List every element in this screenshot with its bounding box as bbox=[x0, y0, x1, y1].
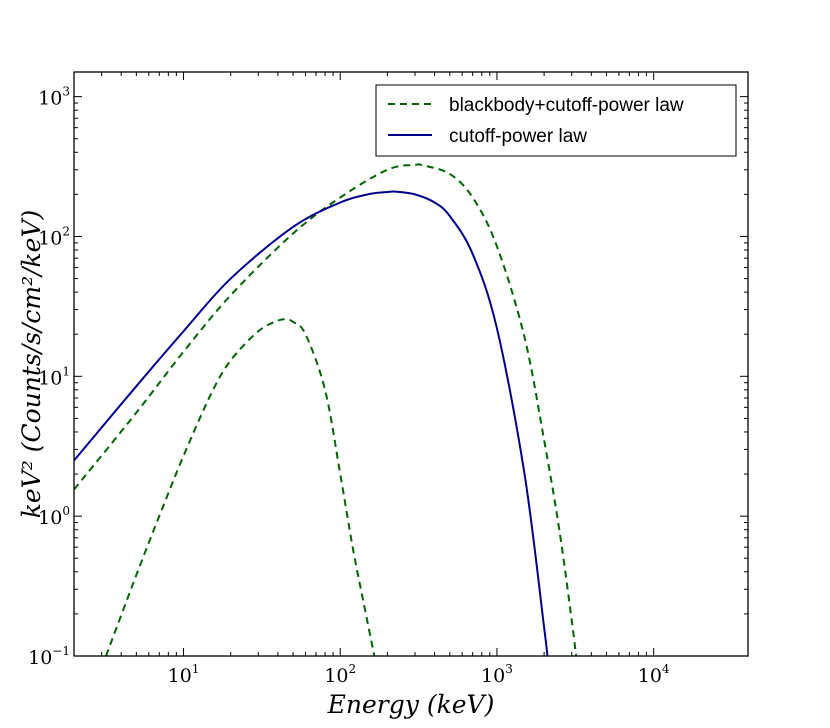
y-tick-label: 100 bbox=[38, 504, 70, 529]
x-tick-label: 104 bbox=[638, 662, 670, 687]
legend-label-1: cutoff-power law bbox=[449, 126, 587, 147]
x-tick-label: 103 bbox=[481, 662, 513, 687]
series-layer bbox=[74, 163, 578, 656]
x-tick-label: 101 bbox=[168, 662, 200, 687]
series-line-0 bbox=[74, 163, 578, 656]
legend: blackbody+cutoff-power law cutoff-power l… bbox=[375, 84, 737, 157]
x-tick-label: 102 bbox=[324, 662, 356, 687]
y-tick-label: 101 bbox=[38, 364, 70, 389]
y-tick-label: 10−1 bbox=[28, 644, 70, 669]
series-line-2 bbox=[105, 318, 376, 656]
legend-frame bbox=[375, 84, 737, 157]
y-tick-label: 102 bbox=[38, 224, 70, 249]
y-ticks: 10−1 100 101 102 103 bbox=[28, 85, 748, 669]
x-axis-label: Energy (keV) bbox=[327, 690, 495, 719]
plot-frame bbox=[73, 71, 749, 657]
y-axis-label: keV² (Counts/s/cm²/keV) bbox=[17, 210, 46, 519]
series-line-1 bbox=[74, 190, 549, 656]
x-ticks: 101 102 103 104 bbox=[73, 72, 670, 687]
legend-label-0: blackbody+cutoff-power law bbox=[449, 95, 684, 116]
y-tick-label: 103 bbox=[38, 85, 70, 110]
